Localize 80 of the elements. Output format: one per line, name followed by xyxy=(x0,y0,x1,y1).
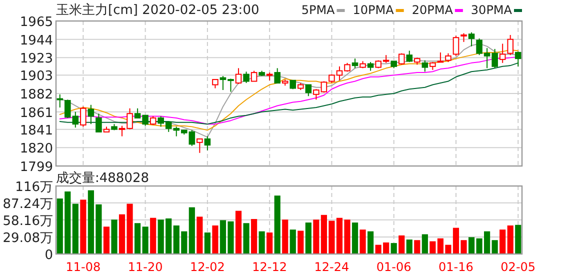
bar xyxy=(360,230,366,254)
bar xyxy=(251,219,258,254)
bar xyxy=(390,243,397,254)
y-tick-label: 87.24万 xyxy=(2,196,53,212)
bar xyxy=(298,230,304,254)
bar xyxy=(430,241,436,254)
y-tick-label: 1882 xyxy=(20,88,53,102)
bar xyxy=(406,240,412,254)
y-tick-label: 1923 xyxy=(20,52,53,67)
bar xyxy=(72,204,78,254)
bar xyxy=(266,232,273,254)
candlestick xyxy=(196,138,203,154)
bar xyxy=(243,223,250,254)
candlestick xyxy=(80,106,86,128)
bar xyxy=(492,240,498,254)
legend-label: 10PMA xyxy=(352,3,395,17)
bar xyxy=(368,231,374,254)
candlestick xyxy=(514,51,522,67)
x-tick-label: 11-08 xyxy=(66,260,101,274)
candlestick xyxy=(56,94,64,108)
bar xyxy=(80,200,86,254)
candlestick xyxy=(204,136,211,151)
candlestick xyxy=(88,104,94,125)
candlestick xyxy=(235,68,242,84)
y-tick-label: 1944 xyxy=(20,33,53,48)
bar xyxy=(103,226,110,254)
candlestick xyxy=(352,58,358,69)
bar xyxy=(196,216,203,254)
y-tick-label: 1965 xyxy=(20,15,53,30)
legend-label: 5PMA xyxy=(301,3,336,17)
candlestick xyxy=(250,70,258,82)
x-tick-label: 01-16 xyxy=(438,260,474,274)
y-tick-label: 116万 xyxy=(15,180,53,195)
bar xyxy=(134,223,141,254)
bar xyxy=(258,231,265,254)
x-tick-label: 12-24 xyxy=(314,260,350,274)
bar xyxy=(422,234,428,254)
candlestick xyxy=(305,84,312,97)
bar xyxy=(414,240,420,254)
bar xyxy=(204,232,210,254)
x-tick-label: 01-06 xyxy=(376,260,412,274)
x-tick-label: 12-12 xyxy=(252,260,288,274)
candlestick xyxy=(452,35,460,56)
bar xyxy=(313,220,320,254)
bar xyxy=(274,196,280,254)
x-tick-label: 11-20 xyxy=(128,260,163,274)
bar xyxy=(500,230,506,254)
bar xyxy=(282,220,288,254)
candlestick xyxy=(96,113,102,132)
y-tick-label: 1903 xyxy=(20,69,53,84)
bar xyxy=(142,226,148,254)
legend-label: 30PMA xyxy=(470,3,513,17)
bar xyxy=(398,235,405,254)
bar xyxy=(235,210,242,254)
chart-title: 成交量:488028 xyxy=(56,170,150,186)
y-tick-label: 1799 xyxy=(20,160,53,175)
bar xyxy=(507,225,514,254)
candlestick xyxy=(243,71,250,84)
bar xyxy=(305,222,312,254)
bar xyxy=(352,222,358,254)
y-tick-label: 58.16万 xyxy=(2,214,53,229)
bar xyxy=(212,225,218,254)
candlestick xyxy=(406,50,413,63)
chart-title: 玉米主力[cm] 2020-02-05 23:00 xyxy=(56,2,260,18)
bar xyxy=(150,218,156,254)
y-tick-label: 1820 xyxy=(20,142,53,157)
y-tick-label: 1841 xyxy=(20,123,53,138)
candlestick xyxy=(274,68,280,84)
bar xyxy=(188,207,195,254)
x-tick-label: 02-05 xyxy=(500,260,536,274)
bar xyxy=(111,220,118,254)
candlestick xyxy=(468,32,475,47)
y-tick-label: 1861 xyxy=(20,106,53,121)
bar xyxy=(515,224,522,254)
y-tick-label: 0 xyxy=(44,248,53,263)
legend-label: 20PMA xyxy=(412,3,454,17)
bar xyxy=(290,230,296,254)
candlestick xyxy=(422,60,428,72)
x-tick-label: 12-02 xyxy=(190,260,225,274)
y-tick-label: 29.08万 xyxy=(2,230,53,246)
